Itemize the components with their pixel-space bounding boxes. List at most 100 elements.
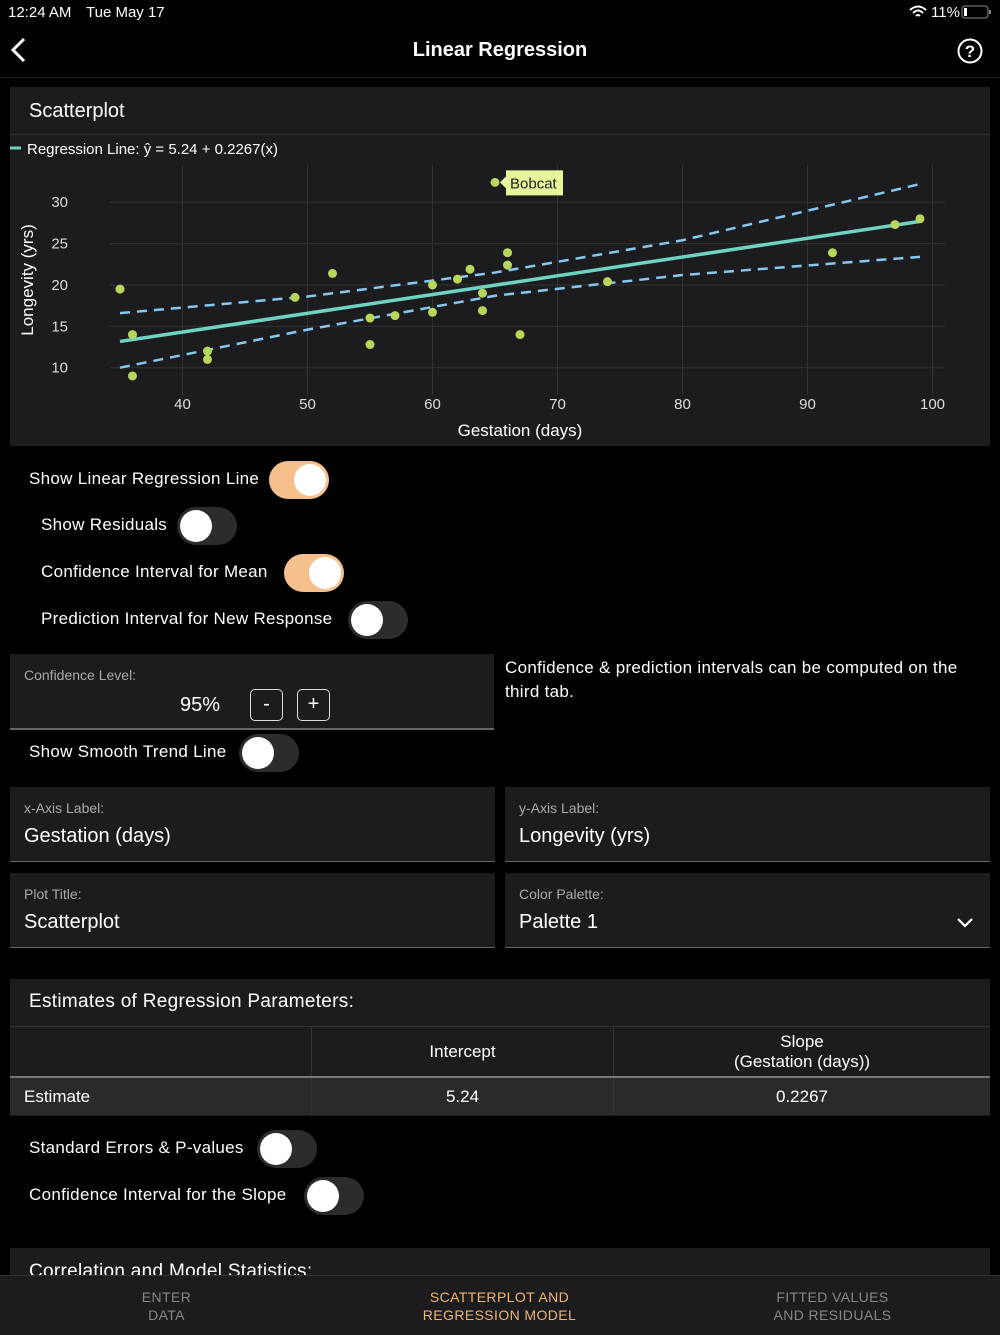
x-tick-label: 70 bbox=[549, 396, 566, 413]
toggle-knob bbox=[309, 557, 341, 589]
toggle-label: Show Linear Regression Line bbox=[29, 469, 260, 488]
field-value: Gestation (days) bbox=[24, 825, 171, 847]
data-point bbox=[203, 354, 212, 364]
data-point bbox=[603, 277, 612, 287]
decrement-button[interactable]: - bbox=[250, 689, 283, 721]
table-cell: 0.2267 bbox=[776, 1086, 828, 1106]
toggle-switch[interactable] bbox=[269, 461, 329, 499]
point-label-pointer bbox=[500, 176, 506, 189]
toggle-label: Confidence Interval for Mean bbox=[41, 562, 268, 581]
toggle-knob bbox=[351, 604, 383, 636]
text-field[interactable]: x-Axis Label: Gestation (days) bbox=[10, 787, 495, 862]
toggle-knob bbox=[260, 1133, 292, 1165]
data-point bbox=[428, 280, 437, 290]
y-tick-label: 30 bbox=[51, 194, 68, 211]
data-point bbox=[328, 268, 337, 278]
point-label: Bobcat bbox=[510, 175, 558, 192]
toggle-label: Show Residuals bbox=[41, 515, 168, 534]
data-point bbox=[478, 288, 487, 298]
data-point bbox=[203, 346, 212, 356]
data-point bbox=[128, 371, 137, 381]
legend-label: Regression Line: ŷ = 5.24 + 0.2267(x) bbox=[27, 141, 278, 158]
battery-level: 11% bbox=[931, 4, 960, 21]
table-row-label: Estimate bbox=[10, 1078, 312, 1115]
toggle-knob bbox=[294, 464, 326, 496]
table-cell: 5.24 bbox=[312, 1078, 614, 1115]
toggle-switch[interactable] bbox=[257, 1130, 317, 1168]
x-tick-label: 80 bbox=[674, 396, 691, 413]
help-button[interactable]: ? bbox=[956, 37, 984, 65]
x-tick-label: 90 bbox=[799, 396, 816, 413]
x-tick-label: 50 bbox=[299, 396, 316, 413]
toggle-knob bbox=[180, 510, 212, 542]
data-point bbox=[915, 214, 925, 224]
toggle-switch[interactable] bbox=[239, 734, 299, 772]
regression-line bbox=[119, 219, 921, 344]
toggle-label: Standard Errors & P-values bbox=[29, 1138, 244, 1157]
wifi-icon bbox=[909, 5, 927, 17]
confidence-level-label: Confidence Level: bbox=[24, 667, 137, 683]
table-header-empty bbox=[10, 1027, 312, 1076]
toggle-label: Show Smooth Trend Line bbox=[29, 742, 227, 761]
toggle-label: Prediction Interval for New Response bbox=[41, 609, 333, 628]
increment-button[interactable]: + bbox=[297, 689, 330, 721]
data-point bbox=[428, 307, 437, 317]
toggle-switch[interactable] bbox=[348, 601, 408, 639]
back-button[interactable] bbox=[8, 36, 32, 64]
tab-item[interactable]: ENTER DATA bbox=[141, 1289, 192, 1323]
toggle-switch[interactable] bbox=[177, 507, 237, 545]
data-point bbox=[115, 284, 125, 294]
plot-card-title: Scatterplot bbox=[29, 100, 125, 122]
y-tick-label: 20 bbox=[51, 277, 68, 294]
data-point bbox=[478, 306, 487, 316]
tab-bar bbox=[0, 1275, 1000, 1335]
estimates-divider bbox=[10, 1026, 990, 1027]
table-row-bg bbox=[10, 1078, 990, 1115]
data-point bbox=[503, 248, 512, 258]
toggle-switch[interactable] bbox=[304, 1177, 364, 1215]
data-point bbox=[128, 330, 137, 340]
y-tick-label: 25 bbox=[51, 236, 68, 253]
table-header: Slope (Gestation (days)) bbox=[733, 1031, 871, 1071]
y-axis-title: Longevity (yrs) bbox=[18, 224, 37, 335]
field-label: y-Axis Label: bbox=[519, 800, 600, 816]
data-point bbox=[515, 330, 525, 340]
confidence-level-value: 95% bbox=[179, 694, 221, 716]
interval-band bbox=[119, 255, 921, 369]
dropdown-chevron[interactable] bbox=[956, 916, 974, 930]
x-axis-title: Gestation (days) bbox=[458, 421, 583, 440]
battery-icon bbox=[961, 5, 991, 19]
data-point bbox=[453, 274, 462, 284]
toggle-switch[interactable] bbox=[284, 554, 344, 592]
field-label: x-Axis Label: bbox=[24, 800, 105, 816]
y-tick-label: 15 bbox=[51, 318, 68, 335]
x-tick-label: 40 bbox=[174, 396, 191, 413]
interval-note: Confidence & prediction intervals can be… bbox=[505, 658, 958, 701]
data-point bbox=[890, 220, 900, 230]
text-field[interactable]: Plot Title: Scatterplot bbox=[10, 873, 495, 948]
table-header: Intercept bbox=[312, 1027, 614, 1076]
field-label: Color Palette: bbox=[519, 886, 604, 902]
plot-card-divider bbox=[10, 134, 990, 135]
data-point bbox=[490, 177, 500, 187]
text-field[interactable]: Color Palette: Palette 1 bbox=[505, 873, 990, 948]
data-point bbox=[365, 340, 375, 350]
data-point bbox=[465, 264, 475, 274]
data-point bbox=[365, 313, 375, 323]
table-header-rule bbox=[10, 1076, 990, 1078]
status-date: Tue May 17 bbox=[86, 4, 165, 21]
field-label: Plot Title: bbox=[24, 886, 82, 902]
nav-title: Linear Regression bbox=[412, 39, 588, 61]
toggle-label: Confidence Interval for the Slope bbox=[29, 1185, 287, 1204]
data-point bbox=[503, 260, 512, 270]
scatter-chart: 40 50 60 70 80 90 100 10 15 20 25 30 Gestation (days… bbox=[10, 141, 945, 440]
tab-item[interactable]: SCATTERPLOT AND REGRESSION MODEL bbox=[422, 1289, 577, 1323]
field-value: Scatterplot bbox=[24, 911, 120, 933]
tab-item[interactable]: FITTED VALUES AND RESIDUALS bbox=[773, 1289, 892, 1323]
x-tick-label: 100 bbox=[920, 396, 945, 413]
data-point bbox=[828, 248, 837, 258]
text-field[interactable]: y-Axis Label: Longevity (yrs) bbox=[505, 787, 990, 862]
svg-text:?: ? bbox=[965, 42, 975, 61]
point-label-box bbox=[506, 170, 563, 196]
